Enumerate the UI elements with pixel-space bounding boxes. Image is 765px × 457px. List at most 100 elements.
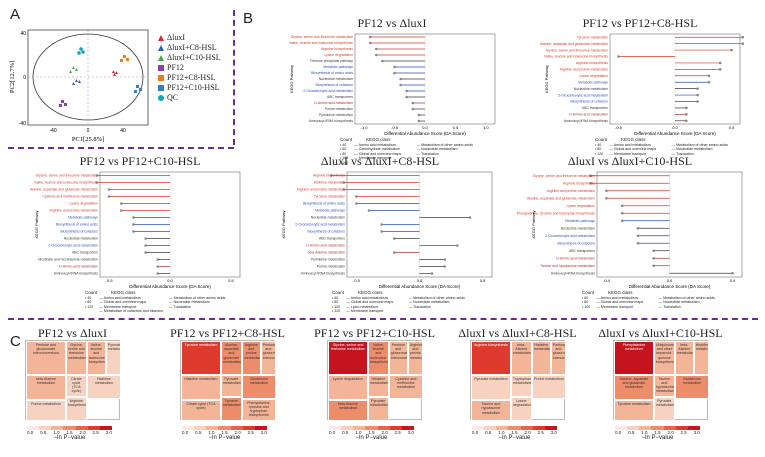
da-score-point [393,65,396,69]
x-tick: -0.4 [603,278,611,283]
triangle-marker-icon [158,35,164,41]
x-tick: -1.0 [361,125,369,130]
scale-swatch [194,426,207,430]
pathway-label: Biosynthesis of cofactors [60,230,98,234]
pathway-label: Tyrosine metabolism [577,35,608,39]
da-score-point [95,181,99,184]
legend-count-item: • 120 [85,304,94,309]
pathway-label: beta-Alanine metabolism [308,251,345,255]
legend-class-item: — Translation [408,304,431,309]
y-axis-label: KEGG Pathway [289,65,294,93]
da-score-point [120,202,123,205]
treemap-tile: Pyruvate metabolism [367,397,389,421]
da-score-point [696,87,699,90]
scale-swatch [639,426,652,430]
da-score-point [707,80,711,84]
pathway-label: D-Amino acid metabolism [569,113,608,117]
legend-count-header: Count [85,290,98,295]
pca-legend-item: PF12+C8-HSL [158,73,221,83]
treemap-tile: Purine metabolism [531,374,566,399]
x-tick: -0.5 [353,278,361,283]
da-score-point [399,83,402,87]
legend-class-item: — Membrane transport [609,151,647,156]
da-score-point [589,174,592,178]
pathway-label: Purine metabolism [325,107,353,111]
treemap-tile: Phenylalanine metabolism [614,341,654,375]
scale-swatch [39,426,52,430]
scale-tick: 1.0 [208,430,215,435]
legend-count-item: • 80 [85,300,92,304]
scale-swatch [182,426,195,430]
pca-point [77,51,81,55]
scale-swatch [389,426,402,430]
scale-tick: 1.0 [53,430,60,435]
scale-tick: 1.0 [355,430,362,435]
treemap-title: PF12 vs PF12+C8-HSL [170,326,285,340]
da-score-point [342,188,346,191]
treemap: Tyrosine metabolism Alanine, aspartate an… [180,340,276,421]
scale-swatch [663,426,676,430]
pathway-label: Arginine biosynthesis [576,61,608,65]
pathway-label: Biosynthesis of cofactors [307,230,345,234]
legend-count-header: Count [332,290,345,295]
pca-point [113,73,116,76]
treemap-title: PF12 vs ΔluxI [37,326,108,340]
pca-legend-item: PF12+C10-HSL [158,83,221,93]
treemap-tile: Valine, leucine and isoleucine biosynthe… [367,341,389,375]
scale-swatch [520,426,533,430]
legend-count-item: • 160 [340,160,349,165]
da-score-point [95,174,99,177]
pca-xtick: 0 [87,128,90,134]
scale-tick: 1.0 [641,430,648,435]
treemap-tile: Ubiquinone and other terpenoid-quinone b… [653,341,675,375]
da-score-point [329,174,333,177]
treemap-tile: Arginine biosynthesis [471,341,511,375]
pca-point [81,50,85,54]
treemap-tile: Citrate cycle (TCA cycle) [181,400,221,421]
da-score-point [731,271,734,275]
legend-count-item: • 80 [332,300,339,304]
pathway-label: 2-Oxocarboxylic acid metabolism [303,89,353,93]
scale-swatch [87,426,100,430]
legend-count-item: • 80 [340,151,347,156]
kegg-plot-svg: Arginine biosynthesis Histidine metabolis… [281,171,493,289]
pathway-label: Lysine degradation [579,74,608,78]
x-axis-label: Differential Abundance Score (DA Score) [379,284,461,289]
pathway-label: D-Amino acid metabolism [306,244,345,248]
pathway-label: ABC transporters [327,95,353,99]
legend-class-item: — Amino acid metabolism [99,295,141,300]
pathway-label: D-Amino acid metabolism [556,256,595,260]
legend-count-item: • 120 [595,151,604,156]
treemap-color-scale: 0.0 0.5 1.0 1.5 2.0 2.5 3.0 −ln P−value [615,426,700,441]
pathway-label: Glycine, serine and threonine metabolism [36,174,99,178]
legend-class-item: — Metabolism of other amino acids [671,142,728,147]
pathway-label: Lysine degradation [324,53,353,57]
pca-legend-item: ΔluxI+C10-HSL [158,53,221,63]
pca-legend-label: ΔluxI+C10-HSL [167,53,221,62]
da-score-point [652,249,656,253]
pca-legend: ΔluxI ΔluxI+C8-HSL ΔluxI+C10-HSL PF12 PF12+C… [158,33,221,103]
pca-legend-item: PF12 [158,63,221,73]
scale-tick: 0.0 [615,430,622,435]
scale-tick: 2.0 [234,430,241,435]
treemap-tile: Taurine and hypotaurine metabolism [653,374,675,397]
pca-point [72,82,75,85]
triangle-marker-icon [158,55,164,61]
pathway-label: 2-Oxocarboxylic acid metabolism [295,223,345,227]
da-score-point [144,237,147,240]
separator-middle [8,318,758,320]
pathway-label: Phenylalanine, tyrosine and tryptophan b… [517,211,596,215]
pathway-label: Pyrimidine metabolism [319,113,353,117]
da-score-point [380,223,383,226]
pathway-label: 2-Oxocarboxylic acid metabolism [558,93,608,97]
legend-class-item: — Amino acid metabolism [609,142,651,147]
da-score-point [707,74,711,78]
kegg-plot-svg: Glycine, serine and threonine metabolism… [289,33,496,136]
pca-point [120,59,123,62]
legend-class-item: — Metabolism of other amino acids [408,295,465,300]
treemap-tile: Purine metabolism [26,400,66,421]
legend-count-item: • 120 [340,156,349,160]
treemap-tile: Alanine, aspartate and glutamate metabol… [220,341,242,375]
pathway-label: Aminoacyl-tRNA biosynthesis [564,119,609,123]
pathway-label: Biosynthesis of cofactors [315,83,353,87]
